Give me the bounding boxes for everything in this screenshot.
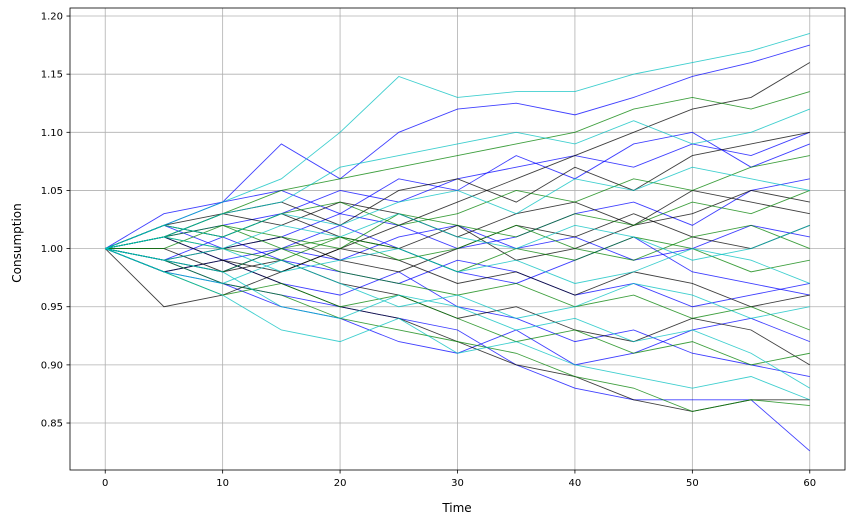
series-line-cyan-32: [105, 166, 810, 250]
y-tick-label: 1.05: [41, 186, 63, 197]
x-tick-label: 0: [102, 478, 108, 489]
x-tick-label: 60: [803, 478, 816, 489]
series-lines: [104, 33, 811, 452]
y-tick-label: 1.15: [41, 70, 63, 81]
series-line-cyan-29: [105, 248, 811, 389]
y-axis-label: Consumption: [10, 203, 24, 282]
series-line-cyan-26: [105, 33, 810, 250]
x-axis-label: Time: [441, 501, 471, 515]
series-line-cyan-31: [105, 248, 810, 284]
series-line-cyan-28: [105, 108, 810, 250]
y-tick-label: 0.90: [41, 360, 63, 371]
x-tick-label: 10: [216, 478, 229, 489]
x-tick-label: 40: [569, 478, 582, 489]
series-line-black-16: [105, 248, 810, 308]
series-line-cyan-33: [105, 248, 810, 319]
grid: [70, 8, 845, 470]
x-tick-label: 20: [334, 478, 347, 489]
series-line-green-25: [105, 224, 810, 261]
y-tick-label: 0.85: [41, 419, 63, 430]
y-tick-label: 1.20: [41, 12, 63, 23]
ticks: 0 10 20 30 40 50 60 0.85 0.90 0.95 1.00 1.05 1.10 1.1…: [41, 12, 816, 489]
x-tick-label: 30: [451, 478, 464, 489]
y-tick-label: 1.10: [41, 128, 63, 139]
y-tick-label: 0.95: [41, 302, 63, 313]
series-line-cyan-27: [105, 248, 810, 401]
y-tick-label: 1.00: [41, 244, 63, 255]
x-tick-label: 50: [686, 478, 699, 489]
